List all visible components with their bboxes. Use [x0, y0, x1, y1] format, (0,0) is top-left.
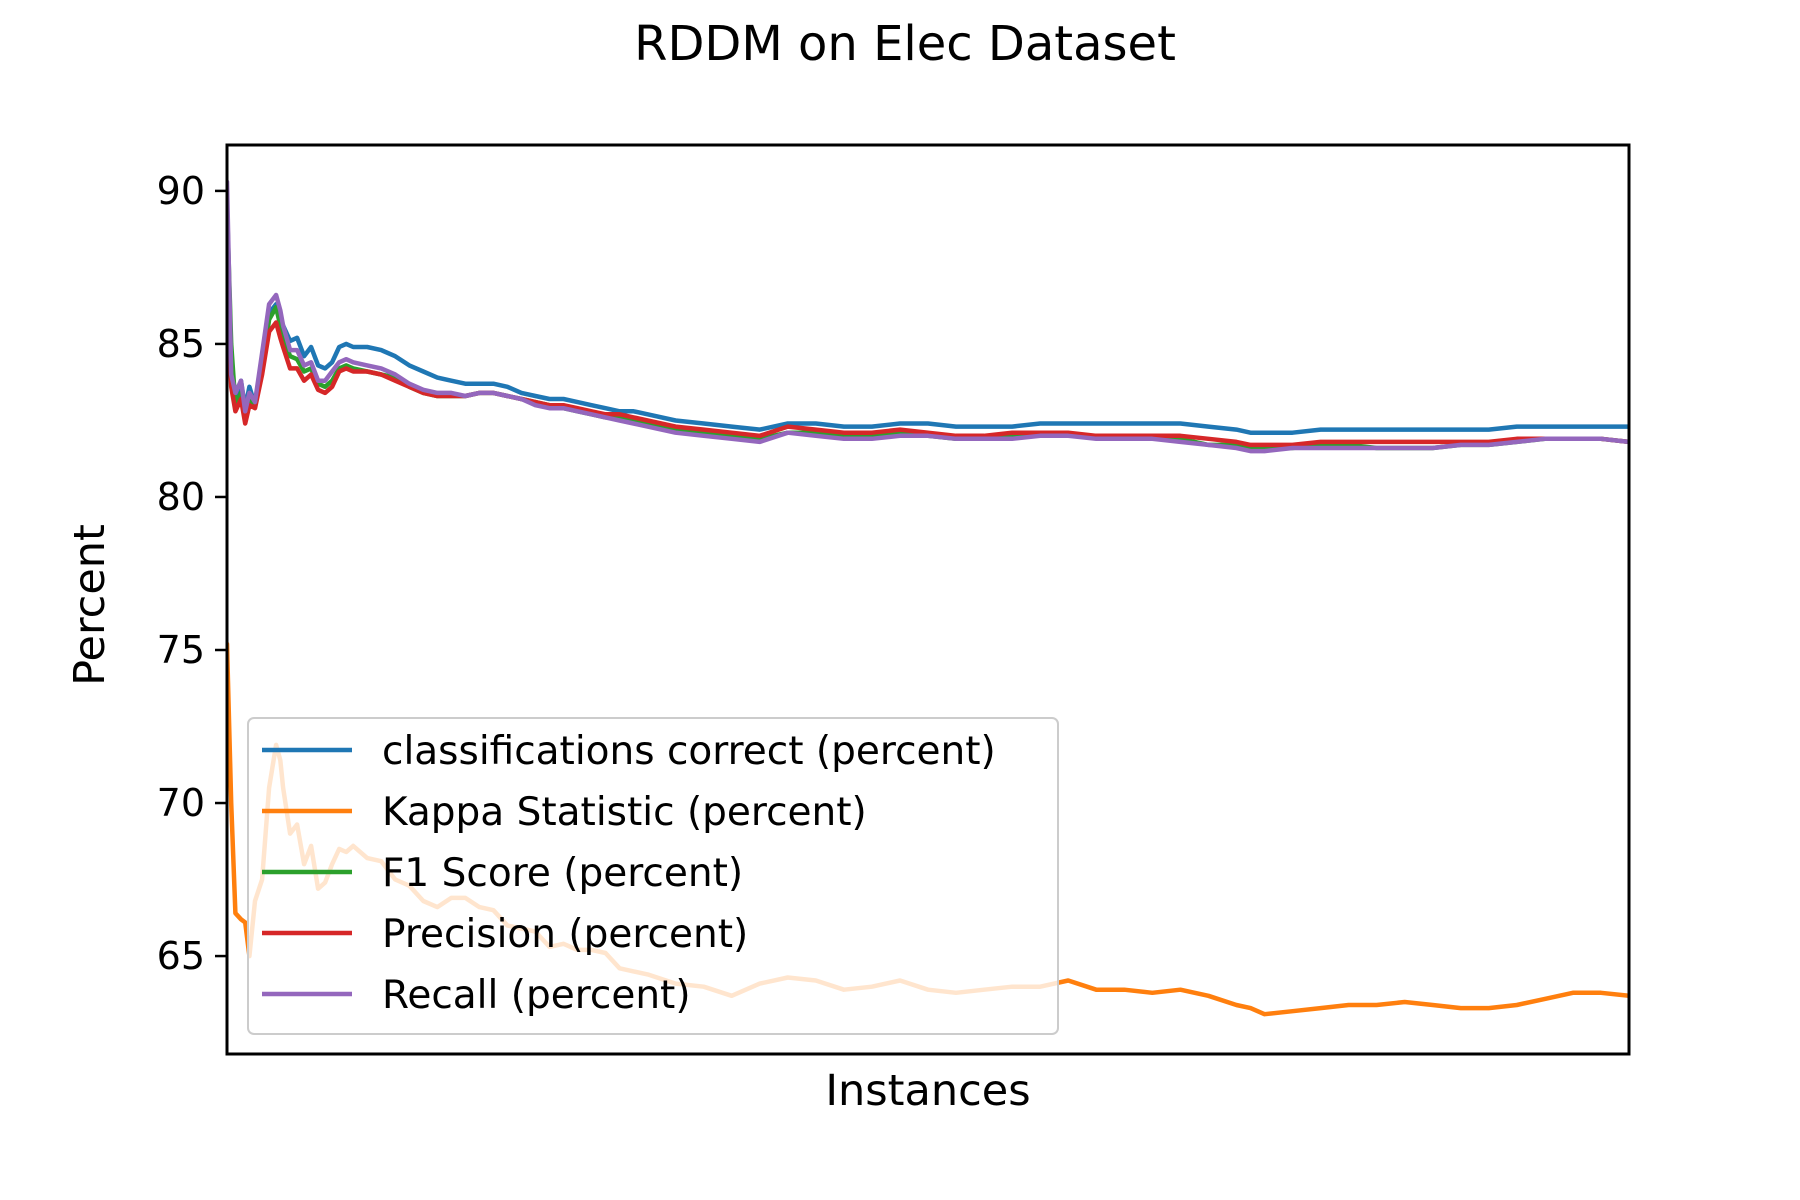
y-tick-label-70: 70 [157, 781, 205, 825]
legend-label-kappa-statistic: Kappa Statistic (percent) [382, 790, 867, 835]
y-tick-label-80: 80 [157, 475, 205, 519]
chart-title: RDDM on Elec Dataset [634, 16, 1176, 72]
y-tick-label-90: 90 [157, 169, 205, 213]
legend-label-f1-score: F1 Score (percent) [382, 851, 743, 896]
legend-label-recall: Recall (percent) [382, 973, 691, 1018]
y-tick-label-65: 65 [157, 934, 205, 978]
legend-label-precision: Precision (percent) [382, 912, 748, 957]
legend: classifications correct (percent) Kappa S… [248, 718, 1058, 1034]
y-axis-label: Percent [65, 524, 115, 686]
x-axis-label: Instances [825, 1066, 1030, 1116]
legend-label-classifications-correct: classifications correct (percent) [382, 729, 996, 774]
y-tick-label-75: 75 [157, 628, 205, 672]
y-tick-label-85: 85 [157, 322, 205, 366]
